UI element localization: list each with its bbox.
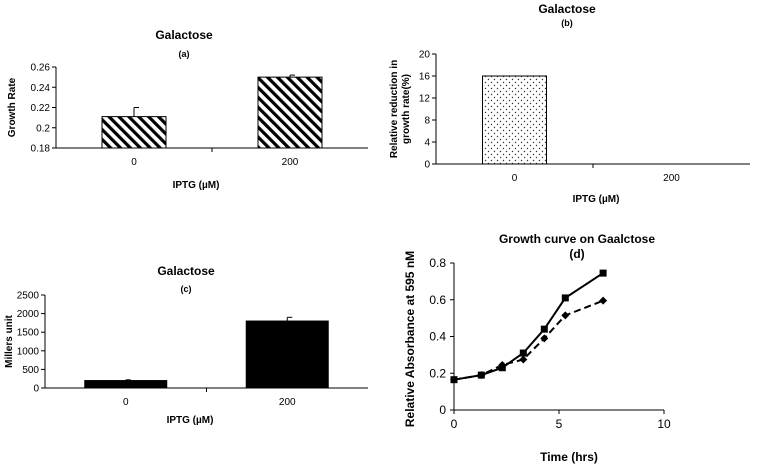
chart-subtitle: (b) [561, 18, 573, 28]
y-tick-label: 16 [419, 72, 431, 83]
data-point-square [540, 325, 548, 333]
chart-b-panel: Galactose (b) 0 4 8 12 16 20 0 200 IPTG (µM) Relati… [385, 0, 760, 215]
y-axis-label: Relative reduction in [389, 60, 400, 158]
chart-a: Galactose (a) 0.18 0.2 0.22 0.24 0.26 0 200 IPTG … [7, 28, 368, 191]
x-tick-label: 0 [451, 417, 458, 431]
bar [257, 76, 323, 149]
data-point-diamond [561, 311, 570, 320]
series-line-square-solid [453, 272, 604, 381]
chart-title: Galactose [157, 264, 215, 278]
y-axis-label: Growth Rate [7, 77, 18, 137]
y-tick-label: 8 [424, 116, 430, 127]
x-axis-label: Time (hrs) [540, 450, 598, 464]
x-tick-label: 200 [282, 157, 299, 168]
chart-c: Galactose (c) 0 500 1000 1500 2000 2500 0 200 IPTG… [4, 264, 368, 426]
x-tick-label: 200 [663, 173, 680, 184]
chart-subtitle: (a) [179, 49, 190, 59]
data-point-square [599, 269, 607, 277]
x-axis-label: IPTG (µM) [573, 194, 620, 205]
x-tick-label: 0 [512, 173, 518, 184]
x-axis-label: IPTG (µM) [173, 180, 220, 191]
data-point-diamond [450, 375, 458, 384]
y-tick-label: 0 [33, 384, 39, 395]
x-tick-label: 10 [657, 417, 671, 431]
y-tick-label: 500 [22, 365, 39, 376]
y-tick-label: 1000 [17, 346, 40, 357]
x-tick-label: 0 [131, 157, 137, 168]
chart-subtitle: (d) [569, 247, 584, 261]
y-tick-label: 0.8 [429, 256, 446, 270]
y-axis-label: Millers unit [4, 314, 15, 367]
chart-d: Growth curve on Gaalctose(d) 0 0.2 0.4 0.6 0.… [403, 232, 671, 464]
y-tick-label: 0.2 [36, 123, 50, 134]
bar [84, 380, 168, 389]
x-axis-label: IPTG (µM) [167, 415, 214, 426]
chart-a-panel: Galactose (a) 0.18 0.2 0.22 0.24 0.26 0 200 IPTG … [0, 0, 380, 215]
y-tick-label: 1500 [17, 328, 40, 339]
y-axis-label: growth rate(%) [401, 74, 412, 144]
y-tick-label: 0.22 [31, 103, 51, 114]
y-tick-label: 20 [419, 50, 431, 61]
chart-title: Galactose [155, 28, 213, 42]
data-point-square [561, 294, 569, 302]
data-point-diamond [540, 334, 549, 343]
y-tick-label: 12 [419, 94, 431, 105]
y-tick-label: 0 [424, 160, 430, 171]
chart-subtitle: (c) [181, 284, 192, 294]
y-tick-label: 0.6 [429, 293, 446, 307]
x-tick-label: 5 [556, 417, 563, 431]
y-axis-label: Relative Absorbance at 595 nM [403, 251, 417, 427]
y-tick-label: 0.24 [31, 83, 51, 94]
chart-d-panel: Growth curve on Gaalctose (d) 0 0.2 0.4 0.6 0.… [395, 225, 765, 468]
x-tick-label: 200 [279, 397, 296, 408]
y-tick-label: 0 [439, 403, 446, 417]
x-tick-label: 0 [123, 397, 129, 408]
bar [101, 116, 167, 149]
data-point-diamond [599, 296, 608, 305]
y-tick-label: 0.4 [429, 330, 446, 344]
y-tick-label: 0.18 [31, 144, 51, 155]
y-tick-label: 0.26 [31, 63, 51, 74]
data-point-square [519, 349, 527, 357]
chart-title: Galactose [538, 2, 596, 16]
chart-title: Growth curve on Gaalctose [499, 232, 655, 246]
series-line-diamond-dashed [453, 299, 604, 381]
y-tick-label: 2000 [17, 309, 40, 320]
bar [245, 320, 329, 389]
y-tick-label: 0.2 [429, 366, 446, 380]
y-tick-label: 4 [424, 138, 430, 149]
chart-c-panel: Galactose (c) 0 500 1000 1500 2000 2500 0 200 IPTG… [0, 255, 380, 430]
data-point-diamond [498, 360, 507, 369]
data-point-diamond [477, 371, 486, 380]
data-point-diamond [519, 355, 528, 364]
bar [482, 75, 547, 165]
y-tick-label: 2500 [17, 291, 40, 302]
